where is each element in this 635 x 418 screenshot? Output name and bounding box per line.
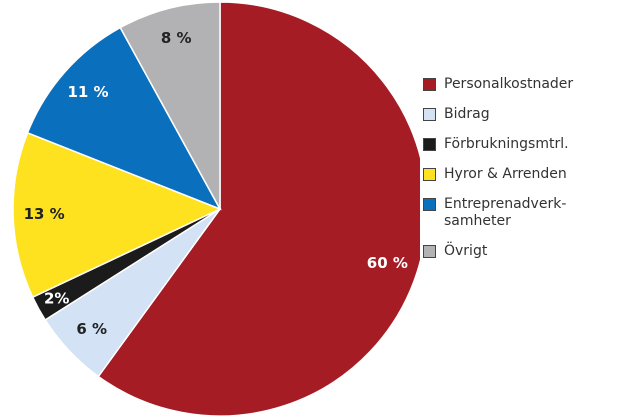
legend-label: Förbrukningsmtrl. [444,136,569,152]
data-label: 13 % [24,205,65,223]
data-label: 6 % [76,320,107,338]
legend-swatch [423,245,436,258]
legend-item: Hyror & Arrenden [423,166,594,183]
legend-swatch [423,168,436,181]
data-label: 8 % [161,29,192,47]
legend-label: Hyror & Arrenden [444,166,567,182]
legend: Personalkostnader Bidrag Förbrukningsmtrl.… [423,76,594,260]
legend-item: Entreprenadverk-samheter [423,196,594,230]
pie-slice [12,131,222,299]
legend-swatch [423,108,436,121]
legend-swatch [423,138,436,151]
legend-swatch [423,198,436,211]
pie-slice [97,1,420,417]
legend-item: Övrigt [423,243,594,260]
legend-item: Personalkostnader [423,76,594,93]
pie-slice [26,26,222,211]
legend-label: Personalkostnader [444,76,574,92]
legend-item: Bidrag [423,106,594,123]
data-label: 11 % [67,83,108,101]
legend-label: Övrigt [444,243,488,259]
legend-swatch [423,78,436,91]
data-label: 60 % [367,254,408,272]
legend-label: Bidrag [444,106,490,122]
pie-slice [119,1,221,210]
legend-label: Entreprenadverk-samheter [444,196,567,229]
pie: 60 % 6 % 2% 13 % 11 % 8 % [12,1,420,417]
data-label: 2% [44,289,69,307]
legend-item: Förbrukningsmtrl. [423,136,594,153]
